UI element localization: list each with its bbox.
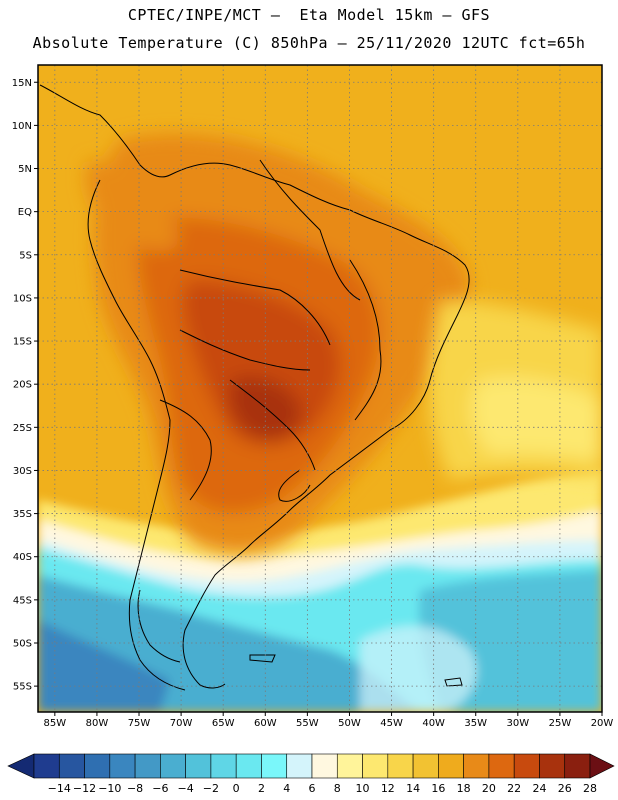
- lat-tick-label: 5N: [18, 164, 32, 175]
- colorbar-swatch: [185, 753, 212, 779]
- colorbar-swatch: [33, 753, 60, 779]
- colorbar-label: 28: [583, 782, 597, 795]
- lon-tick-label: 35W: [464, 718, 487, 729]
- map-subtitle: Absolute Temperature (C) 850hPa – 25/11/…: [32, 34, 586, 52]
- lat-tick-label: 15S: [13, 337, 32, 348]
- colorbar-label: 22: [507, 782, 521, 795]
- lat-tick-label: 55S: [13, 682, 32, 693]
- colorbar-label: −10: [98, 782, 121, 795]
- colorbar-label: −14: [48, 782, 71, 795]
- lat-tick-label: 50S: [13, 638, 32, 649]
- colorbar-label: 4: [283, 782, 290, 795]
- colorbar-label: −8: [127, 782, 143, 795]
- lat-tick-label: 10S: [13, 293, 32, 304]
- colorbar-label: 10: [356, 782, 370, 795]
- colorbar-swatch: [84, 753, 111, 779]
- colorbar-swatch: [134, 753, 161, 779]
- lon-tick-label: 80W: [86, 718, 109, 729]
- colorbar-swatch: [311, 753, 338, 779]
- colorbar-right-cap: [589, 753, 615, 779]
- lon-tick-label: 25W: [549, 718, 572, 729]
- lon-tick-label: 20W: [591, 718, 614, 729]
- lon-tick-label: 85W: [44, 718, 67, 729]
- lon-tick-label: 40W: [422, 718, 445, 729]
- lat-tick-label: EQ: [18, 207, 32, 218]
- colorbar-label: 16: [431, 782, 445, 795]
- lat-tick-label: 40S: [13, 552, 32, 563]
- colorbar-swatch: [513, 753, 540, 779]
- colorbar-swatch: [109, 753, 136, 779]
- colorbar-label: −6: [152, 782, 168, 795]
- lat-tick-label: 25S: [13, 423, 32, 434]
- colorbar-label: −4: [178, 782, 194, 795]
- colorbar-label: 24: [532, 782, 546, 795]
- colorbar-swatch: [387, 753, 414, 779]
- colorbar-swatch: [412, 753, 439, 779]
- lat-tick-label: 10N: [12, 121, 32, 132]
- colorbar-label: −12: [73, 782, 96, 795]
- colorbar-swatch: [235, 753, 262, 779]
- colorbar-left-cap: [7, 753, 35, 779]
- colorbar: [7, 753, 615, 779]
- colorbar-label: 14: [406, 782, 420, 795]
- lat-tick-label: 30S: [13, 466, 32, 477]
- lon-tick-label: 55W: [296, 718, 319, 729]
- coastline: [39, 84, 470, 691]
- colorbar-swatch: [261, 753, 288, 779]
- map-title: CPTEC/INPE/MCT – Eta Model 15km – GFS: [127, 6, 491, 24]
- colorbar-swatch: [438, 753, 464, 779]
- colorbar-swatch: [210, 753, 237, 779]
- colorbar-label: 0: [233, 782, 240, 795]
- lat-tick-label: 5S: [19, 250, 32, 261]
- colorbar-swatch: [463, 753, 490, 779]
- lat-tick-label: 20S: [13, 380, 32, 391]
- colorbar-swatch: [362, 753, 389, 779]
- lon-tick-label: 60W: [254, 718, 277, 729]
- lat-tick-label: 35S: [13, 509, 32, 520]
- colorbar-swatch: [160, 753, 186, 779]
- colorbar-swatch: [539, 753, 566, 779]
- colorbar-swatch: [488, 753, 515, 779]
- map-frame: [37, 64, 603, 713]
- colorbar-swatch: [564, 753, 591, 779]
- colorbar-label: 20: [482, 782, 496, 795]
- lon-tick-label: 45W: [380, 718, 403, 729]
- colorbar-swatch: [286, 753, 313, 779]
- colorbar-label: 2: [258, 782, 265, 795]
- colorbar-label: 12: [381, 782, 395, 795]
- colorbar-label: 8: [334, 782, 341, 795]
- colorbar-swatch: [336, 753, 363, 779]
- colorbar-label: 18: [457, 782, 471, 795]
- colorbar-swatch: [58, 753, 85, 779]
- lon-tick-label: 30W: [507, 718, 530, 729]
- lat-tick-label: 15N: [12, 78, 32, 89]
- lat-tick-label: 45S: [13, 595, 32, 606]
- lon-tick-label: 65W: [212, 718, 235, 729]
- lon-tick-label: 50W: [338, 718, 361, 729]
- colorbar-label: 6: [309, 782, 316, 795]
- lon-tick-label: 70W: [170, 718, 193, 729]
- lon-tick-label: 75W: [128, 718, 151, 729]
- temperature-field: [38, 65, 602, 712]
- colorbar-label: 26: [558, 782, 572, 795]
- colorbar-label: −2: [203, 782, 219, 795]
